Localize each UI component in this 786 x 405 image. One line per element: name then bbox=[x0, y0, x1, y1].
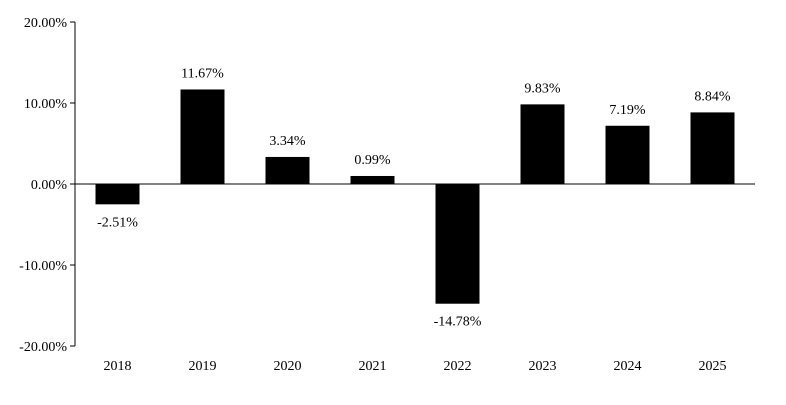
bar-2018 bbox=[95, 184, 140, 205]
y-tick-label: 20.00% bbox=[24, 16, 68, 31]
y-tick-label: -20.00% bbox=[19, 340, 67, 355]
x-tick-label-2025: 2025 bbox=[699, 359, 727, 374]
bar-2023 bbox=[520, 104, 565, 184]
data-label-2024: 7.19% bbox=[609, 103, 646, 118]
data-label-2025: 8.84% bbox=[694, 89, 731, 104]
x-tick-label-2020: 2020 bbox=[274, 359, 302, 374]
data-label-2023: 9.83% bbox=[524, 81, 561, 96]
y-tick-label: 10.00% bbox=[24, 97, 68, 112]
data-label-2020: 3.34% bbox=[269, 134, 306, 149]
data-labels-group: -2.51% 11.67% 3.34% 0.99% -14.78% 9.83% 7.19% 8… bbox=[97, 66, 731, 329]
x-tick-label-2023: 2023 bbox=[529, 359, 557, 374]
bar-2024 bbox=[605, 125, 650, 184]
y-tick-label: 0.00% bbox=[31, 178, 68, 193]
bars-group bbox=[95, 89, 735, 304]
data-label-2021: 0.99% bbox=[354, 153, 391, 168]
data-label-2022: -14.78% bbox=[434, 315, 482, 330]
x-tick-label-2022: 2022 bbox=[444, 359, 472, 374]
x-tick-label-2019: 2019 bbox=[189, 359, 217, 374]
x-tick-label-2021: 2021 bbox=[359, 359, 387, 374]
bar-2021 bbox=[350, 175, 395, 184]
y-tick-label: -10.00% bbox=[19, 259, 67, 274]
data-label-2019: 11.67% bbox=[181, 66, 224, 81]
bar-2022 bbox=[435, 184, 480, 304]
y-axis: 20.00% 10.00% 0.00% -10.00% -20.00% bbox=[19, 16, 76, 355]
bar-2025 bbox=[690, 112, 735, 184]
x-tick-label-2024: 2024 bbox=[614, 359, 642, 374]
data-label-2018: -2.51% bbox=[97, 215, 138, 230]
bar-2020 bbox=[265, 156, 310, 184]
bar-2019 bbox=[180, 89, 225, 184]
x-axis-labels: 2018 2019 2020 2021 2022 2023 2024 2025 bbox=[104, 359, 727, 374]
x-tick-label-2018: 2018 bbox=[104, 359, 132, 374]
